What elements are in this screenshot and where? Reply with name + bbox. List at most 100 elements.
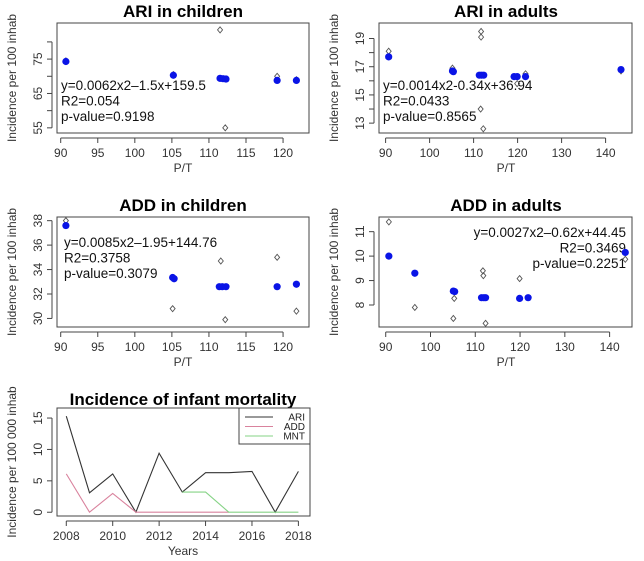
fitted-points xyxy=(62,221,300,291)
y-axis: 55 65 75 xyxy=(31,41,53,135)
x-tick-label: 120 xyxy=(273,340,293,354)
x-axis: 90 95 100 105 110 115 120 xyxy=(54,331,293,354)
annotation-line: R2=0.3469 xyxy=(560,241,626,256)
fitted-point xyxy=(292,76,300,85)
x-tick-label: 90 xyxy=(54,146,68,160)
annotation-line: R2=0.0433 xyxy=(383,94,449,109)
panel-title: ARI in adults xyxy=(454,2,558,21)
observed-point xyxy=(222,315,229,324)
x-tick-label: 140 xyxy=(596,146,616,160)
x-tick-label: 110 xyxy=(464,146,483,160)
annotation-line: y=0.0062x2–1.5x+159.5 xyxy=(61,78,206,93)
observed-point xyxy=(480,271,487,280)
y-tick-label: 34 xyxy=(31,263,45,277)
annotation: y=0.0014x2-0.34x+36.94R2=0.0433p-value=0… xyxy=(383,78,533,124)
observed-point xyxy=(411,303,418,312)
fitted-point xyxy=(451,287,459,296)
fitted-point xyxy=(222,283,230,291)
fitted-point xyxy=(170,275,178,283)
x-tick-label: 2014 xyxy=(192,529,219,543)
observed-point xyxy=(477,105,484,113)
y-tick-label: 75 xyxy=(31,52,45,66)
fitted-point xyxy=(481,294,490,302)
x-tick-label: 95 xyxy=(91,340,105,354)
y-tick-label: 10 xyxy=(31,442,45,456)
observed-point xyxy=(274,253,281,262)
x-axis-label: P/T xyxy=(174,161,193,175)
y-axis: 30 32 34 36 38 xyxy=(31,214,53,325)
y-tick-label: 17 xyxy=(353,60,367,74)
y-axis-label: Incidence per 100 inhab xyxy=(327,208,341,336)
y-tick-label: 5 xyxy=(31,477,45,484)
observed-point xyxy=(222,124,229,132)
y-axis: 0 5 10 15 xyxy=(31,411,53,516)
x-tick-label: 2008 xyxy=(53,529,80,543)
y-tick-label: 32 xyxy=(31,287,45,301)
observed-point xyxy=(216,26,224,34)
panel-title: ARI in children xyxy=(123,2,243,21)
x-tick-label: 105 xyxy=(162,340,182,354)
fitted-point xyxy=(222,75,230,83)
observed-point xyxy=(450,314,457,323)
observed-points xyxy=(385,218,629,328)
x-tick-label: 2018 xyxy=(285,529,312,543)
annotation-line: y=0.0014x2-0.34x+36.94 xyxy=(383,78,533,93)
y-tick-label: 8 xyxy=(353,301,367,308)
x-tick-label: 130 xyxy=(552,146,572,160)
panel-ari-adults: ARI in adults P/T Incidence per 100 inha… xyxy=(327,2,633,175)
x-tick-label: 120 xyxy=(510,340,530,354)
fitted-point xyxy=(292,280,300,288)
panel-title: ADD in adults xyxy=(450,196,561,215)
fitted-point xyxy=(449,68,457,76)
plot-frame xyxy=(56,407,311,517)
series-lines xyxy=(65,416,299,514)
plot-frame xyxy=(56,216,310,328)
plot-frame xyxy=(378,216,633,328)
x-tick-label: 115 xyxy=(236,146,255,160)
observed-point xyxy=(169,304,176,313)
observed-point xyxy=(451,294,458,303)
panel-title: Incidence of infant mortality xyxy=(70,390,297,409)
observed-point xyxy=(477,33,485,41)
x-axis-label: P/T xyxy=(497,161,516,175)
annotation-line: y=0.0027x2–0.62x+44.45 xyxy=(474,225,626,240)
annotation-line: R2=0.3758 xyxy=(64,251,130,266)
x-axis: 2008 2010 2012 2014 2016 2018 xyxy=(53,520,312,543)
x-tick-label: 115 xyxy=(236,340,255,354)
annotation: y=0.0062x2–1.5x+159.5R2=0.054p-value=0.9… xyxy=(61,78,206,124)
annotation-line: y=0.0085x2–1.95+144.76 xyxy=(64,235,217,250)
y-tick-label: 9 xyxy=(353,277,367,284)
y-axis-label: Incidence per 100 000 inhab xyxy=(5,386,19,538)
y-tick-label: 15 xyxy=(353,88,367,102)
x-tick-label: 90 xyxy=(379,340,393,354)
x-axis: 90 100 110 120 130 140 xyxy=(379,137,616,160)
panel-title: ADD in children xyxy=(119,196,247,215)
y-tick-label: 65 xyxy=(31,86,45,100)
observed-point xyxy=(516,274,523,283)
legend-label: MNT xyxy=(283,432,305,443)
plot-frame xyxy=(378,22,633,134)
annotation: y=0.0027x2–0.62x+44.45R2=0.3469p-value=0… xyxy=(474,225,626,271)
fitted-point xyxy=(62,57,70,66)
panel-ari-children: ARI in children P/T Incidence per 100 in… xyxy=(5,2,310,175)
x-tick-label: 100 xyxy=(125,340,145,354)
x-tick-label: 95 xyxy=(91,146,105,160)
fitted-point xyxy=(516,294,524,302)
y-tick-label: 11 xyxy=(353,225,367,238)
annotation-line: p-value=0.2251 xyxy=(533,256,626,271)
fitted-point xyxy=(513,72,521,81)
annotation-line: p-value=0.3079 xyxy=(64,266,157,281)
legend-label: ARI xyxy=(288,413,305,424)
y-tick-label: 10 xyxy=(353,249,367,263)
fitted-points xyxy=(62,57,300,85)
annotation-line: p-value=0.9198 xyxy=(61,109,154,124)
x-axis-label: P/T xyxy=(174,355,193,369)
x-axis: 90 100 110 120 130 140 xyxy=(379,331,620,354)
fitted-point xyxy=(169,71,177,79)
x-tick-label: 2010 xyxy=(99,529,126,543)
fitted-point xyxy=(524,294,532,302)
y-tick-label: 13 xyxy=(353,116,367,130)
fitted-point xyxy=(480,71,488,79)
annotation-line: R2=0.054 xyxy=(61,94,120,109)
x-tick-label: 110 xyxy=(199,146,218,160)
